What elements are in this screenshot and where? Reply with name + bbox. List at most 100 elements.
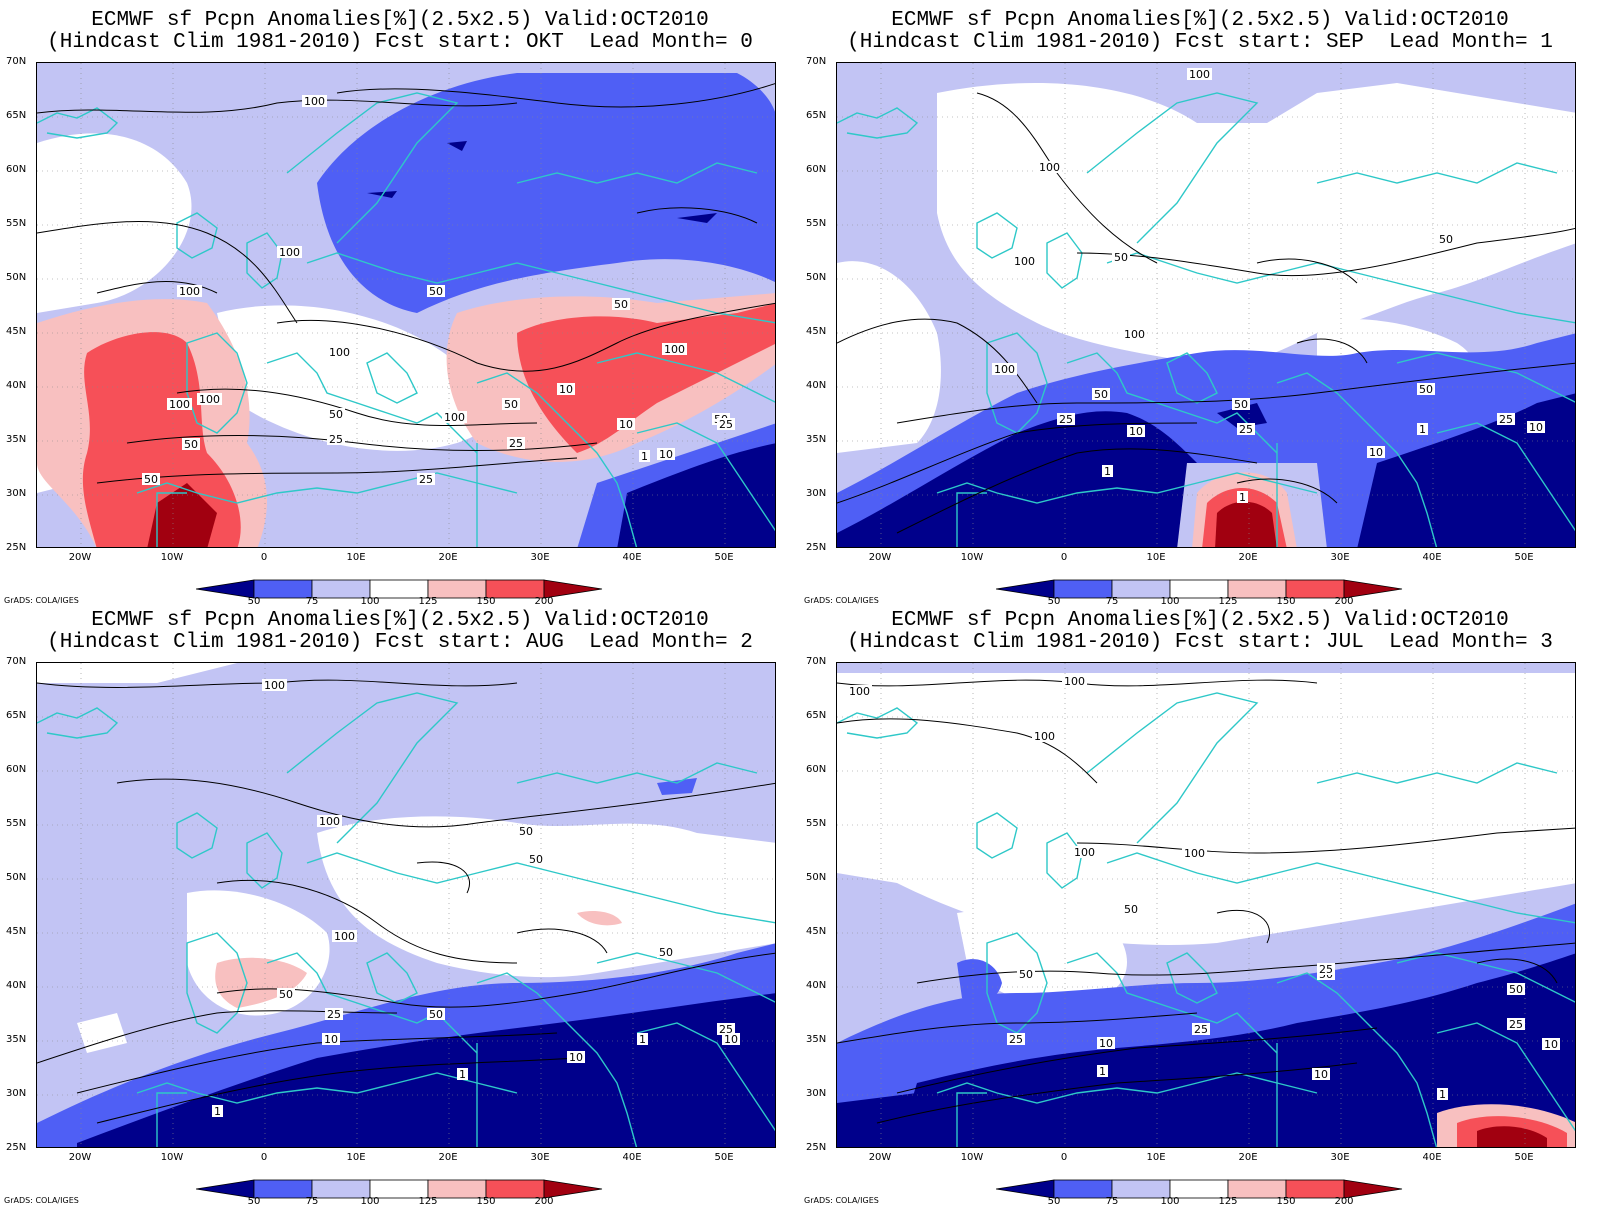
anomaly-shade-region [1215,501,1277,547]
contour-label: 100 [992,363,1017,376]
contour-label: 100 [1062,675,1087,688]
contour-line [336,83,775,108]
latitude-label: 40N [6,380,27,391]
colorbar-segment [196,579,255,599]
colorbar-tick-label: 125 [1218,1196,1238,1207]
contour-label: 1 [637,1033,648,1046]
contour-label: 50 [427,1008,445,1021]
longitude-label: 10W [160,1152,184,1163]
latitude-label: 50N [806,872,827,883]
longitude-label: 40E [1422,552,1442,563]
contour-label: 100 [442,411,467,424]
anomaly-shade-region [215,957,307,1008]
coastline [186,932,248,1034]
svg-text:50: 50 [429,285,443,298]
contour-line [1296,338,1368,364]
contour-label: 10 [1527,421,1545,434]
colorbar-tick-label: 200 [1334,1196,1354,1207]
contour-line [896,1027,1378,1094]
coastline [176,212,218,259]
anomaly-shade-region [77,993,775,1147]
svg-text:50: 50 [1419,383,1433,396]
latitude-label: 65N [6,710,27,721]
contour-label: 100 [1037,161,1062,174]
contour-label: 100 [332,930,357,943]
svg-text:100: 100 [1184,847,1205,860]
svg-text:50: 50 [614,298,628,311]
coastline [246,232,283,289]
anomaly-shade-region [837,261,941,453]
contour-label: 50 [517,825,535,838]
longitude-label: 20W [868,1152,892,1163]
svg-text:100: 100 [1189,68,1210,81]
colorbar-tick-label: 200 [1334,596,1354,607]
longitude-label: 20E [1238,552,1258,563]
coastline [1086,692,1259,844]
colorbar-tick-label: 150 [1276,1196,1296,1207]
coastline [596,952,775,1003]
panel-title-line2: (Hindcast Clim 1981-2010) Fcst start: SE… [847,31,1553,54]
coastline [476,972,638,1147]
svg-text:100: 100 [169,398,190,411]
colorbar-tick-label: 100 [360,596,380,607]
contour-label: 1 [212,1105,223,1118]
contour-label: 10 [1097,1037,1115,1050]
colorbar-segment [996,579,1055,599]
svg-text:100: 100 [304,95,325,108]
anomaly-shade-region [37,133,192,313]
longitude-label: 10E [346,1152,366,1163]
longitude-label: 0 [1060,1152,1068,1163]
contour-label: 50 [1437,233,1455,246]
contour-label: 50 [142,473,160,486]
contour-label: 10 [1312,1068,1330,1081]
longitude-label: 20W [868,552,892,563]
coastline [1046,232,1083,289]
svg-text:100: 100 [1034,730,1055,743]
map-panel-lead-0: ECMWF sf Pcpn Anomalies[%](2.5x2.5) Vali… [0,0,800,607]
contour-label: 1 [1102,465,1113,478]
latitude-label: 45N [6,926,27,937]
colorbar-segment [996,1179,1055,1199]
anomaly-shade-region [37,663,237,683]
contour-label: 1 [1097,1065,1108,1078]
contour-label: 10 [557,383,575,396]
contour-line [837,718,1098,784]
svg-text:25: 25 [719,418,733,431]
latitude-label: 50N [6,272,27,283]
coastline [596,352,775,403]
grads-credit: GrADS: COLA/IGES [4,1196,79,1205]
contour-line [896,362,1575,424]
svg-text:25: 25 [1239,423,1253,436]
coastline [1106,852,1575,924]
svg-text:10: 10 [1129,425,1143,438]
coastline [366,952,418,1004]
longitude-label: 50E [1514,1152,1534,1163]
svg-text:25: 25 [1319,963,1333,976]
svg-text:1: 1 [1104,465,1111,478]
contour-line [276,302,775,372]
contour-line [636,207,758,224]
anomaly-shade-region [317,816,775,978]
latitude-label: 25N [6,1142,27,1153]
colorbar [196,1178,616,1200]
grads-credit: GrADS: COLA/IGES [804,1196,879,1205]
contour-label: 25 [1007,1033,1025,1046]
latitude-label: 65N [6,110,27,121]
colorbar [196,578,616,600]
latitude-label: 30N [806,488,827,499]
coastline [986,332,1048,434]
contour-label: 1 [457,1068,468,1081]
longitude-label: 40E [1422,1152,1442,1163]
latitude-label: 35N [6,1034,27,1045]
colorbar-segment [253,1179,313,1199]
contour-line [216,879,518,964]
svg-text:50: 50 [144,473,158,486]
svg-text:10: 10 [559,383,573,396]
contour-line [1256,258,1358,284]
panel-title-line1: ECMWF sf Pcpn Anomalies[%](2.5x2.5) Vali… [91,609,709,632]
contour-label: 50 [1122,903,1140,916]
svg-text:25: 25 [419,473,433,486]
coastline [1046,832,1083,889]
longitude-label: 10W [960,1152,984,1163]
contour-label: 50 [1092,388,1110,401]
